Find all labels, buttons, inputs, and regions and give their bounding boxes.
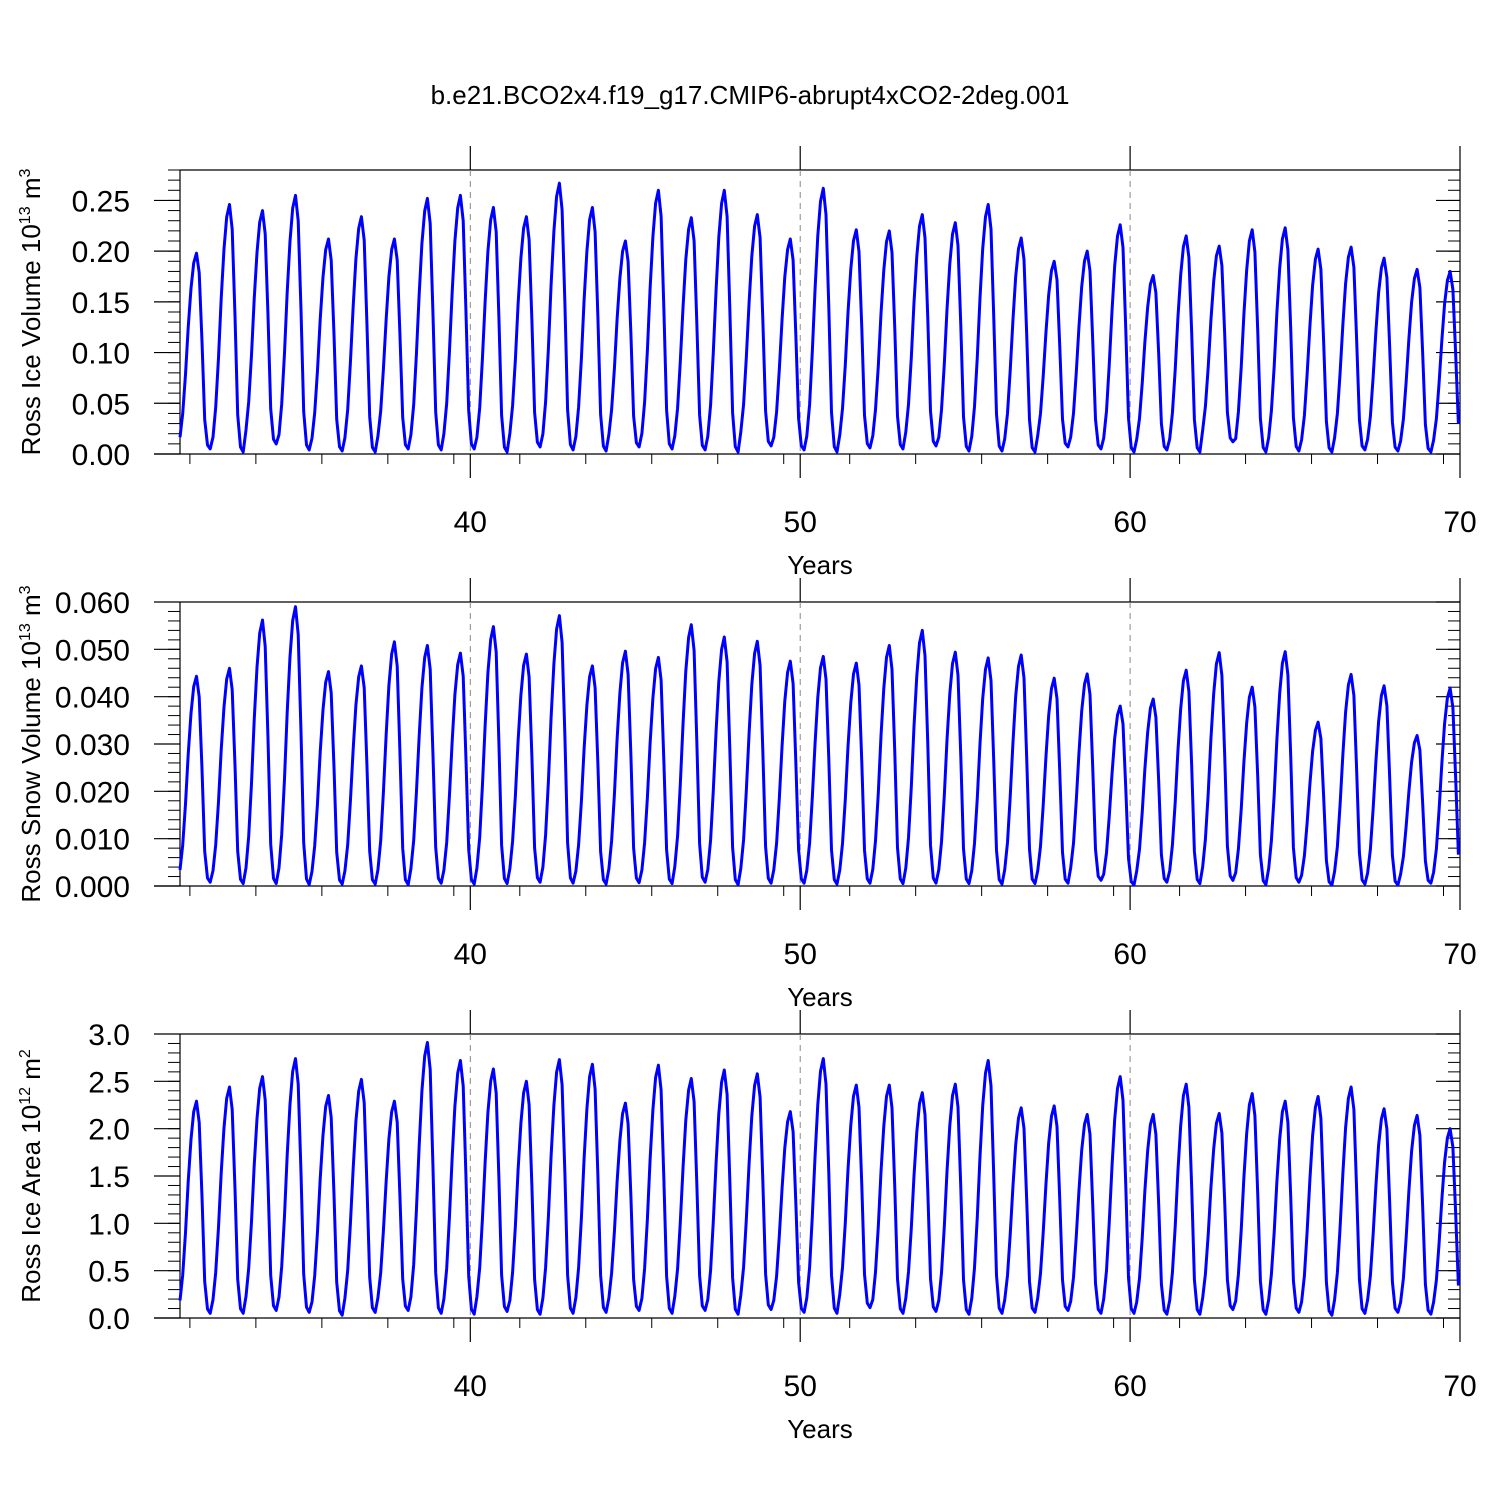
y-tick-label: 0.15 <box>72 287 130 320</box>
y-tick-label: 0.00 <box>72 439 130 472</box>
plot-frame <box>180 601 1461 886</box>
panel-3: 0.0 0.5 1.0 1.5 2.0 2.5 3.0 40 50 60 70 Years Ross I… <box>16 1010 1477 1444</box>
y-tick-label: 0.010 <box>55 824 130 857</box>
y-tick-label: 0.25 <box>72 185 130 218</box>
x-tick-label: 70 <box>1443 1370 1476 1403</box>
x-tick-label: 60 <box>1113 1370 1146 1403</box>
y-tick-label: 0.20 <box>72 236 130 269</box>
x-tick-label: 70 <box>1443 938 1476 971</box>
x-tick-label: 50 <box>784 938 817 971</box>
y-tick-label: 1.0 <box>88 1208 130 1241</box>
x-axis-title: Years <box>787 550 853 580</box>
y-tick-label: 3.0 <box>88 1019 130 1052</box>
y-tick-label: 0.040 <box>55 682 130 715</box>
y-tick-label: 0.060 <box>55 587 130 620</box>
y-tick-label: 0.10 <box>72 338 130 371</box>
chart-title: b.e21.BCO2x4.f19_g17.CMIP6-abrupt4xCO2-2… <box>430 80 1070 110</box>
y-axis-title: Ross Ice Area 1012 m2 <box>16 1049 46 1303</box>
x-tick-label: 70 <box>1443 506 1476 539</box>
x-tick-label: 60 <box>1113 506 1146 539</box>
x-tick-label: 60 <box>1113 938 1146 971</box>
x-axis-title: Years <box>787 982 853 1012</box>
panel-2: 0.000 0.010 0.020 0.030 0.040 0.050 0.060 40 50 6… <box>16 578 1477 1012</box>
panel-1: 0.00 0.05 0.10 0.15 0.20 0.25 40 50 60 70 Years Ros… <box>16 146 1477 580</box>
x-tick-label: 50 <box>784 1370 817 1403</box>
series-line <box>178 605 1460 887</box>
y-tick-label: 0.020 <box>55 776 130 809</box>
y-axis-title: Ross Ice Volume 1013 m3 <box>16 168 46 455</box>
y-axis-title: Ross Snow Volume 1013 m3 <box>16 585 46 902</box>
y-tick-label: 0.5 <box>88 1256 130 1289</box>
y-tick-label: 0.030 <box>55 729 130 762</box>
x-axis-title: Years <box>787 1414 853 1444</box>
series-line <box>178 1041 1460 1317</box>
series-line <box>178 181 1460 454</box>
y-tick-label: 2.0 <box>88 1114 130 1147</box>
x-tick-label: 40 <box>454 938 487 971</box>
y-tick-label: 0.0 <box>88 1303 130 1336</box>
x-tick-label: 50 <box>784 506 817 539</box>
y-tick-label: 0.05 <box>72 388 130 421</box>
x-tick-label: 40 <box>454 506 487 539</box>
x-tick-label: 40 <box>454 1370 487 1403</box>
y-tick-label: 1.5 <box>88 1161 130 1194</box>
y-tick-label: 2.5 <box>88 1066 130 1099</box>
y-tick-label: 0.000 <box>55 871 130 904</box>
y-tick-label: 0.050 <box>55 634 130 667</box>
